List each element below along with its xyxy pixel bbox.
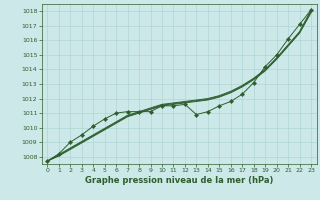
X-axis label: Graphe pression niveau de la mer (hPa): Graphe pression niveau de la mer (hPa) [85, 176, 273, 185]
